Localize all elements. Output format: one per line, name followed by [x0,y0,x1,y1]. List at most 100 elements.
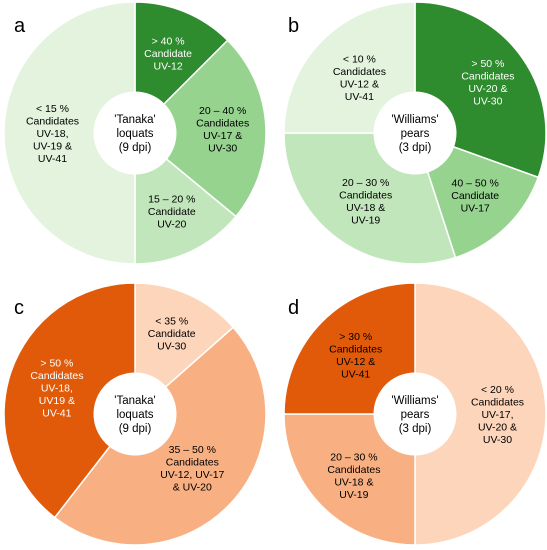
slice-label-line: Candidates [30,370,83,382]
slice-label-line: UV-17 [461,203,490,215]
slice-label-line: & UV-20 [173,482,212,494]
center-label-line: (9 dpi) [119,423,152,435]
slice-label-line: 20 – 40 % [199,105,246,117]
slice-label-line: Candidate [144,48,192,60]
slice-label-line: 15 – 20 % [148,194,195,206]
slice-label-line: UV-12, UV-17 [160,469,224,481]
slice-label-line: UV19 & [39,395,75,407]
slice-label-line: > 30 % [339,331,372,343]
slice-label-line: UV-19 & [33,141,72,153]
center-label: 'Williams' pears (3 dpi) [391,114,438,154]
slice-label-line: Candidates [471,397,524,409]
slice-label-line: UV-30 [473,96,502,108]
slice-label-line: UV-30 [157,340,186,352]
slice-label-line: UV-41 [38,153,67,165]
center-label-line: 'Tanaka' [114,395,155,407]
pie-slice [133,39,267,218]
panel-letter: b [288,15,299,37]
slice-label-line: UV-41 [42,407,71,419]
slice-label-line: UV-30 [483,434,512,446]
slice-label-line: Candidates [196,118,249,130]
donut-hole [373,372,457,456]
slice-label-line: UV-18, [36,128,68,140]
pie-slice [3,282,136,519]
slice-label: < 35 % Candidate UV-30 [148,315,196,352]
slice-label: < 15 % Candidates UV-18, UV-19 & UV-41 [26,103,79,165]
slice-label: > 30 % Candidates UV-12 & UV-41 [329,331,382,381]
slice-label-line: Candidates [327,464,380,476]
slice-label-line: UV-12 [154,61,183,73]
slice-label: 20 – 40 % Candidates UV-17 & UV-30 [196,105,249,155]
slice-label-line: Candidates [166,457,219,469]
center-label: 'Williams' pears (3 dpi) [391,395,438,435]
slice-label-line: < 20 % [481,384,514,396]
panel-letter: a [14,15,26,37]
donut-hole [93,91,177,175]
slice-label-line: UV-18 & [334,476,373,488]
slice-label-line: 40 – 50 % [452,178,499,190]
slice-label-line: UV-12 & [340,79,379,91]
pie-slice [414,282,547,546]
center-label-line: loquats [116,128,153,140]
slice-label-line: UV-30 [208,143,237,155]
center-label: 'Tanaka' loquats (9 dpi) [114,114,155,154]
slice-label: 40 – 50 % Candidate UV-17 [451,178,499,215]
slice-label-line: UV-19 [351,215,380,227]
slice-label: 35 – 50 % Candidates UV-12, UV-17 & UV-20 [160,444,224,494]
slice-label-line: UV-17, [481,409,513,421]
center-label-line: (9 dpi) [119,142,152,154]
slice-label-line: Candidates [461,71,514,83]
slice-label-line: Candidates [333,66,386,78]
slice-label-line: > 50 % [40,357,73,369]
slice-label: 15 – 20 % Candidate UV-20 [148,194,196,231]
slice-label-line: Candidate [451,190,499,202]
center-label-line: 'Williams' [391,395,438,407]
center-label-line: (3 dpi) [399,423,432,435]
center-label-line: pears [401,409,430,421]
slice-label-line: UV-18 & [346,202,385,214]
pie-slice [3,1,136,265]
pie-slice [283,282,416,415]
slice-label: > 40 % Candidate UV-12 [144,36,192,73]
slice-label-line: UV-20 & [478,422,517,434]
slice-label-line: UV-41 [345,91,374,103]
slice-label-line: > 50 % [471,58,504,70]
slice-label-line: Candidates [339,190,392,202]
slice-label-line: < 10 % [343,54,376,66]
slice-label-line: < 15 % [36,103,69,115]
slice-label-line: Candidates [329,344,382,356]
panel-letter: d [288,297,299,319]
slice-label: < 20 % Candidates UV-17, UV-20 & UV-30 [471,384,524,446]
slice-label-line: Candidates [26,116,79,128]
panel-letter: c [14,297,24,319]
center-label: 'Tanaka' loquats (9 dpi) [114,395,155,435]
slice-label: < 10 % Candidates UV-12 & UV-41 [333,54,386,103]
center-label-line: pears [401,128,430,140]
slice-label-line: > 40 % [152,36,185,48]
slice-label-line: 20 – 30 % [330,451,377,463]
slice-label-line: < 35 % [155,315,188,327]
center-label-line: (3 dpi) [399,142,432,154]
donut-hole [373,91,457,175]
pie-slice [283,413,416,546]
slice-label-line: UV-20 [157,219,186,231]
slice-label-line: 35 – 50 % [169,444,216,456]
center-label-line: loquats [116,409,153,421]
slice-label-line: UV-18, [41,382,73,394]
center-label-line: 'Tanaka' [114,114,155,126]
slice-label: > 50 % Candidates UV-20 & UV-30 [461,58,514,108]
donut-hole [93,372,177,456]
slice-label-line: 20 – 30 % [342,177,389,189]
slice-label: 20 – 30 % Candidates UV-18 & UV-19 [327,451,380,501]
slice-label-line: UV-12 & [336,356,375,368]
slice-label: 20 – 30 % Candidates UV-18 & UV-19 [339,177,392,227]
slice-label-line: UV-19 [339,489,368,501]
slice-label-line: Candidate [148,328,196,340]
slice-label: > 50 % Candidates UV-18, UV19 & UV-41 [30,357,83,419]
slice-label-line: UV-20 & [468,83,507,95]
